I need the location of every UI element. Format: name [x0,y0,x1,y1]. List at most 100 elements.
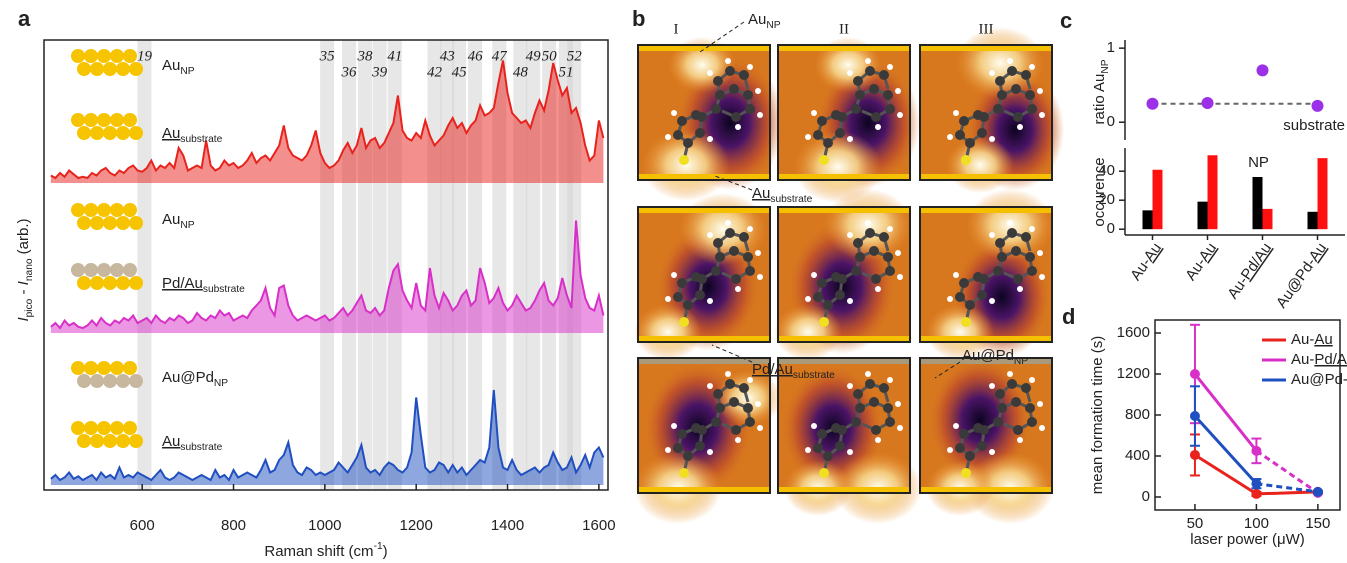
band-label: 52 [567,48,583,64]
y-axis-label-part: pico [24,298,35,317]
heatmap-tile [777,357,922,524]
bar [1262,208,1273,230]
band-label: 49 [526,48,542,64]
series-line [1256,482,1319,494]
y-axis-label-part: occurence [1091,157,1108,226]
structure-label: Ausubstrate [162,433,223,453]
atom [77,62,91,76]
substrate-bar [920,336,1052,342]
atom [123,361,137,375]
band-label: 41 [387,48,402,64]
legend-label-part: Au- [1291,331,1314,348]
atom [84,421,98,435]
substrate-bar [920,358,1052,364]
point [1251,478,1262,489]
atom [90,216,104,230]
y-tick-label: 800 [1125,406,1150,423]
tile-frame [777,44,911,181]
atom [77,126,91,140]
band-label: 47 [492,48,509,64]
atom [116,374,130,388]
atom [71,421,85,435]
column-label: II [839,21,849,37]
panel-label: b [632,6,645,31]
atom [97,49,111,63]
tile-light [774,304,842,360]
point [1189,449,1200,460]
bar [1207,155,1218,230]
heatmap-tile [919,189,1054,360]
atom [110,263,124,277]
plot-frame [43,39,609,491]
legend-label-part: Pd/Au [1314,351,1347,368]
atom [97,113,111,127]
y-tick-label: 0 [1107,220,1115,237]
x-axis-label-part: ) [383,543,388,560]
y-axis-label-part: ratio Au [1091,74,1108,125]
structure-label-part: substrate [180,134,222,145]
structure-label-part: Au [162,433,180,450]
band [513,40,528,490]
legend-label: Au-Au [1291,331,1333,348]
substrate-bar [638,174,770,180]
substrate-bar [920,45,1052,51]
structure-label-part: NP [180,220,194,231]
legend-label-part: Au [1314,331,1332,348]
x-axis-label-part: -1 [374,541,383,552]
band [427,40,442,490]
heatmap-label: Pd/Ausubstrate [752,361,835,381]
tile-frame [637,44,771,181]
bar [1152,169,1163,230]
heatmap-label: AuNP [748,11,781,31]
atom [71,361,85,375]
x-tick-label: 1200 [400,517,433,534]
substrate-bar [920,174,1052,180]
tile-light [926,304,994,360]
y-tick-label: 1600 [1117,324,1150,341]
atom [116,126,130,140]
series-line [1194,453,1258,496]
y-axis-label-part: I [15,317,32,321]
structure-label: AuNP [162,57,195,77]
atom [123,421,137,435]
x-tick-label: 100 [1244,515,1269,532]
heatmap-label: Au@PdNP [962,347,1028,367]
heatmap-tile [637,37,785,201]
y-axis-label: occurence [1091,157,1108,226]
x-tick-label: 600 [130,517,155,534]
y-axis-label-part: (arb.) [15,218,32,258]
band [372,40,387,490]
substrate-bar [638,358,770,364]
spectrum-line [50,60,605,180]
series-label: substrate [1283,117,1345,134]
x-tick-label: 1600 [582,517,615,534]
substrate-bar [920,487,1052,493]
atom [116,62,130,76]
heatmap-label-part: substrate [793,370,835,381]
structure-label-part: Au [162,125,180,142]
atom [123,113,137,127]
heatmap-tile [634,193,771,360]
column-label: I [674,21,679,37]
band-label: 42 [427,64,443,80]
y-axis-label-part: - [15,285,32,298]
atom [116,434,130,448]
y-tick-label: 0 [1142,488,1150,505]
structure-label-part: NP [180,66,194,77]
band [342,40,357,490]
heatmap-tile [919,27,1065,193]
atom [77,374,91,388]
y-tick-label: 0 [1107,113,1115,130]
atom [97,421,111,435]
atom [103,62,117,76]
x-axis-label: laser power (μW) [1190,531,1305,548]
x-axis-label: Raman shift (cm-1) [264,541,387,560]
leader-line [711,344,753,363]
leader-line [934,361,961,379]
band [452,40,467,490]
atom [129,62,143,76]
atom [84,113,98,127]
point [1189,411,1200,422]
band-label: 51 [558,64,573,80]
